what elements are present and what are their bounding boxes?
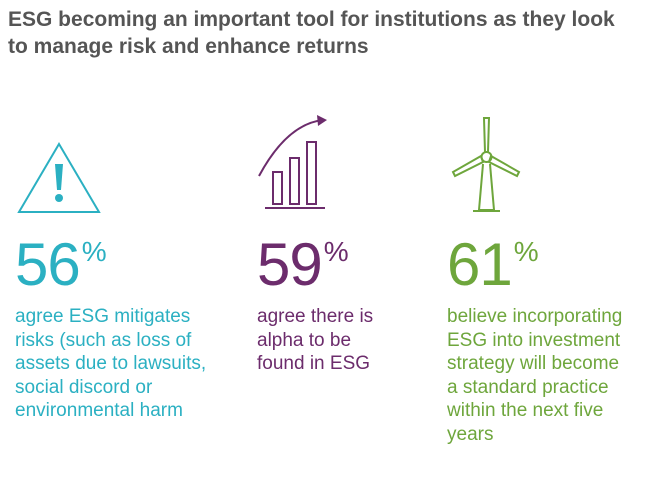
stat-value: 61%: [447, 220, 622, 297]
description: agree ESG mitigates risks (such as loss o…: [15, 305, 206, 423]
turbine-icon: [451, 117, 521, 212]
title: ESG becoming an important tool for insti…: [8, 8, 615, 58]
description-line: risks (such as loss of: [15, 329, 192, 351]
description-line: strategy will become: [447, 353, 620, 375]
stat: 56% agree ESG mitigates risks (such as lo…: [15, 110, 206, 423]
number: 61: [447, 231, 513, 298]
description-line: agree ESG mitigates: [15, 306, 191, 327]
unit: %: [513, 236, 539, 267]
unit: %: [323, 236, 349, 267]
warning-icon: [17, 142, 101, 213]
description-line: environmental harm: [15, 400, 183, 422]
description-line: a standard practice: [447, 376, 609, 398]
number: 59: [257, 231, 323, 298]
stat-value: 56%: [15, 220, 206, 297]
description: believe incorporating ESG into investment…: [447, 305, 622, 447]
description-line: assets due to lawsuits,: [15, 353, 207, 375]
description-line: ESG into investment: [447, 329, 621, 351]
description-line: within the next five: [447, 400, 604, 422]
description-line: found in ESG: [257, 353, 371, 375]
number: 56: [15, 231, 81, 298]
stat: 61% believe incorporating ESG into invest…: [447, 110, 622, 447]
description-line: years: [447, 423, 494, 445]
unit: %: [81, 236, 107, 267]
description-line: agree there is: [257, 306, 374, 327]
stat-value: 59%: [257, 220, 373, 297]
description-line: social discord or: [15, 376, 153, 398]
description-line: alpha to be: [257, 329, 352, 351]
description-line: believe incorporating: [447, 306, 623, 327]
description: agree there is alpha to be found in ESG: [257, 305, 373, 376]
growth-icon: [258, 115, 327, 209]
stat: 59% agree there is alpha to be found in ES…: [257, 110, 373, 376]
